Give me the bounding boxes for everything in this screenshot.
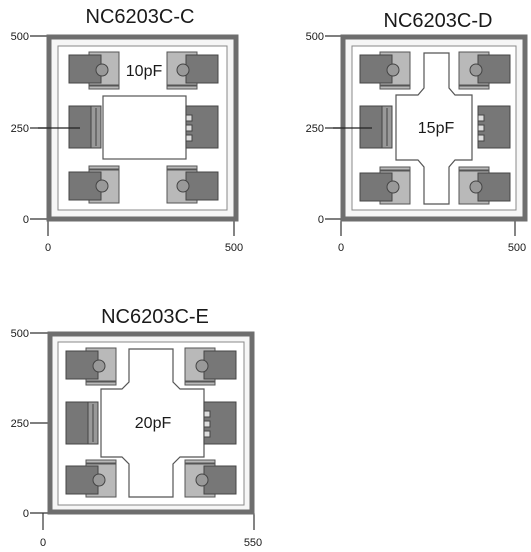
pad-left — [333, 105, 393, 149]
panel-c: NC6203C-C 500 250 0 0 500 10pF — [11, 6, 244, 254]
panel-e: NC6203C-E 500 250 0 0 550 20pF — [11, 306, 263, 549]
pad-top-left — [359, 51, 411, 90]
pad-left — [65, 401, 99, 445]
pad-right — [185, 105, 219, 149]
pad-bottom-right — [458, 166, 511, 205]
x-tick-label: 500 — [508, 242, 526, 254]
x-tick-label: 500 — [225, 242, 243, 254]
pad-bottom-left — [68, 165, 120, 204]
y-tick-label: 500 — [306, 31, 324, 43]
pad-top-right — [184, 347, 237, 386]
capacitor-plate — [100, 348, 205, 498]
y-tick-label: 250 — [306, 123, 324, 135]
panel-title: NC6203C-D — [384, 10, 493, 32]
pad-bottom-left — [65, 459, 117, 498]
y-tick-label: 0 — [23, 508, 29, 520]
pad-top-right — [458, 51, 511, 90]
y-tick-label: 0 — [23, 214, 29, 226]
panel-title: NC6203C-C — [86, 6, 195, 28]
y-tick-label: 500 — [11, 328, 29, 340]
x-tick-label: 0 — [40, 537, 46, 549]
pad-bottom-right — [184, 459, 237, 498]
y-tick-label: 250 — [11, 123, 29, 135]
capacitor-value: 10pF — [126, 63, 163, 80]
pad-top-left — [68, 51, 120, 90]
capacitor-plate — [395, 52, 473, 205]
panel-d: NC6203C-D 500 250 0 0 500 15pF — [306, 10, 528, 254]
capacitor-value: 20pF — [135, 415, 172, 432]
pad-bottom-right — [166, 165, 219, 204]
x-tick-label: 0 — [45, 242, 51, 254]
pad-right — [203, 401, 237, 445]
pad-top-right — [166, 51, 219, 90]
y-tick-label: 250 — [11, 418, 29, 430]
x-tick-label: 0 — [338, 242, 344, 254]
capacitor-plate — [102, 95, 187, 160]
capacitor-value: 15pF — [418, 120, 455, 137]
x-tick-label: 550 — [244, 537, 262, 549]
panel-title: NC6203C-E — [101, 306, 209, 328]
y-tick-label: 0 — [318, 214, 324, 226]
pad-right — [477, 105, 511, 149]
pad-bottom-left — [359, 166, 411, 205]
y-tick-label: 500 — [11, 31, 29, 43]
pad-top-left — [65, 347, 117, 386]
pad-left — [38, 105, 102, 149]
